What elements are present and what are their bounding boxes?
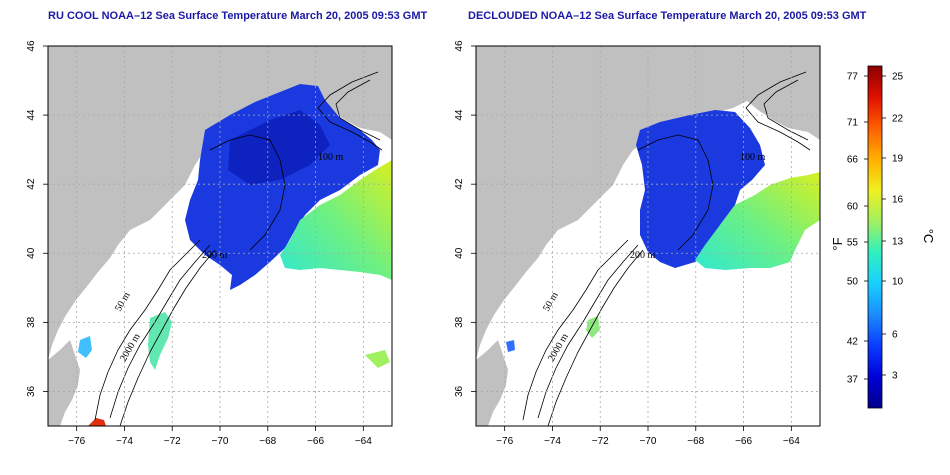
right-y-tick-label: 44 <box>454 109 465 121</box>
left-warm-spot-east <box>365 350 390 368</box>
right-warm-spot-south <box>586 316 600 338</box>
left-y-tick-label: 36 <box>26 385 37 397</box>
left-warm-spot-south <box>148 312 172 370</box>
right-x-tick-label: −66 <box>735 436 752 447</box>
left-grid <box>48 46 392 426</box>
left-deep-cold-patch <box>228 110 330 185</box>
right-cold-spot-southwest <box>506 340 515 352</box>
colorbar-c-tick-label: 16 <box>892 195 904 206</box>
right-y-tick-label: 38 <box>454 316 465 328</box>
left-x-tick-label: −72 <box>164 436 181 447</box>
left-contour-label-200m: 200 m <box>202 250 228 261</box>
left-warm-water-region <box>280 160 392 280</box>
left-y-tick-label: 40 <box>26 247 37 259</box>
right-y-tick-label: 42 <box>454 178 465 190</box>
left-warm-spot-southwest <box>78 336 92 358</box>
right-contour-label-100m: 100 m <box>740 152 766 163</box>
left-x-tick-label: −64 <box>355 436 372 447</box>
left-bathymetry-contours <box>94 71 383 426</box>
colorbar-c-tick-label: 19 <box>892 154 904 165</box>
left-land-mass <box>48 46 392 360</box>
right-land-mass <box>476 46 820 360</box>
left-y-tick-label: 44 <box>26 109 37 121</box>
left-contour-label-100m: 100 m <box>318 152 344 163</box>
left-map-panel: 100 m 200 m 50 m 2000 m −76 −74 −72 −70 −68−… <box>26 40 393 447</box>
colorbar-c-tick-label: 13 <box>892 237 904 248</box>
colorbar-gradient <box>867 65 883 409</box>
left-y-tick-label: 42 <box>26 178 37 190</box>
colorbar-c-tick-label: 10 <box>892 277 904 288</box>
colorbar-f-tick-label: 55 <box>847 238 859 249</box>
right-y-tick-label: 40 <box>454 247 465 259</box>
left-x-tick-label: −74 <box>116 436 133 447</box>
right-y-tick-label: 46 <box>454 40 465 52</box>
right-y-tick-label: 36 <box>454 385 465 397</box>
right-land-peninsula <box>476 340 508 426</box>
left-x-tick-label: −76 <box>68 436 85 447</box>
left-x-tick-label: −66 <box>307 436 324 447</box>
right-cold-water-region <box>636 110 765 268</box>
right-land-northeast <box>746 46 820 140</box>
left-land-northeast <box>318 46 392 140</box>
right-x-tick-label: −74 <box>544 436 561 447</box>
right-grid <box>476 46 820 426</box>
colorbar-c-tick-label: 25 <box>892 72 904 83</box>
colorbar-c-tick-label: 6 <box>892 330 898 341</box>
left-cold-water-region <box>185 84 380 290</box>
left-y-tick-label: 38 <box>26 316 37 328</box>
colorbar-f-tick-label: 37 <box>847 375 859 386</box>
left-x-tick-label: −70 <box>212 436 229 447</box>
left-hot-spot-corner <box>88 418 106 426</box>
left-land-peninsula <box>48 340 80 426</box>
right-x-tick-label: −68 <box>687 436 704 447</box>
right-x-tick-label: −64 <box>783 436 800 447</box>
right-map-panel: 100 m 200 m 50 m 2000 m −76 −74 −72 −70 −68−… <box>454 40 821 447</box>
colorbar-c-tick-label: 3 <box>892 371 898 382</box>
left-x-tick-label: −68 <box>259 436 276 447</box>
right-map-title: DECLOUDED NOAA–12 Sea Surface Temperatur… <box>468 10 867 22</box>
left-map-title: RU COOL NOAA–12 Sea Surface Temperature … <box>48 10 428 22</box>
colorbar-f-tick-label: 66 <box>847 155 859 166</box>
celsius-unit-label: °C <box>921 229 936 244</box>
right-x-tick-label: −70 <box>640 436 657 447</box>
right-x-tick-label: −72 <box>592 436 609 447</box>
colorbar-f-tick-label: 50 <box>847 277 859 288</box>
right-warm-water-region <box>695 172 820 270</box>
right-x-tick-label: −76 <box>496 436 513 447</box>
colorbar-c-tick-label: 22 <box>892 114 904 125</box>
colorbar-f-tick-label: 42 <box>847 337 859 348</box>
colorbar-f-tick-label: 77 <box>847 72 859 83</box>
colorbar-f-tick-label: 71 <box>847 118 859 129</box>
fahrenheit-unit-label: °F <box>830 237 845 250</box>
temperature-colorbar: 77 71 66 60 55 50 42 37 25 22 19 16 13 10 6 3 °F °C <box>830 65 936 409</box>
left-y-tick-label: 46 <box>26 40 37 52</box>
right-contour-label-200m: 200 m <box>630 250 656 261</box>
colorbar-f-tick-label: 60 <box>847 202 859 213</box>
